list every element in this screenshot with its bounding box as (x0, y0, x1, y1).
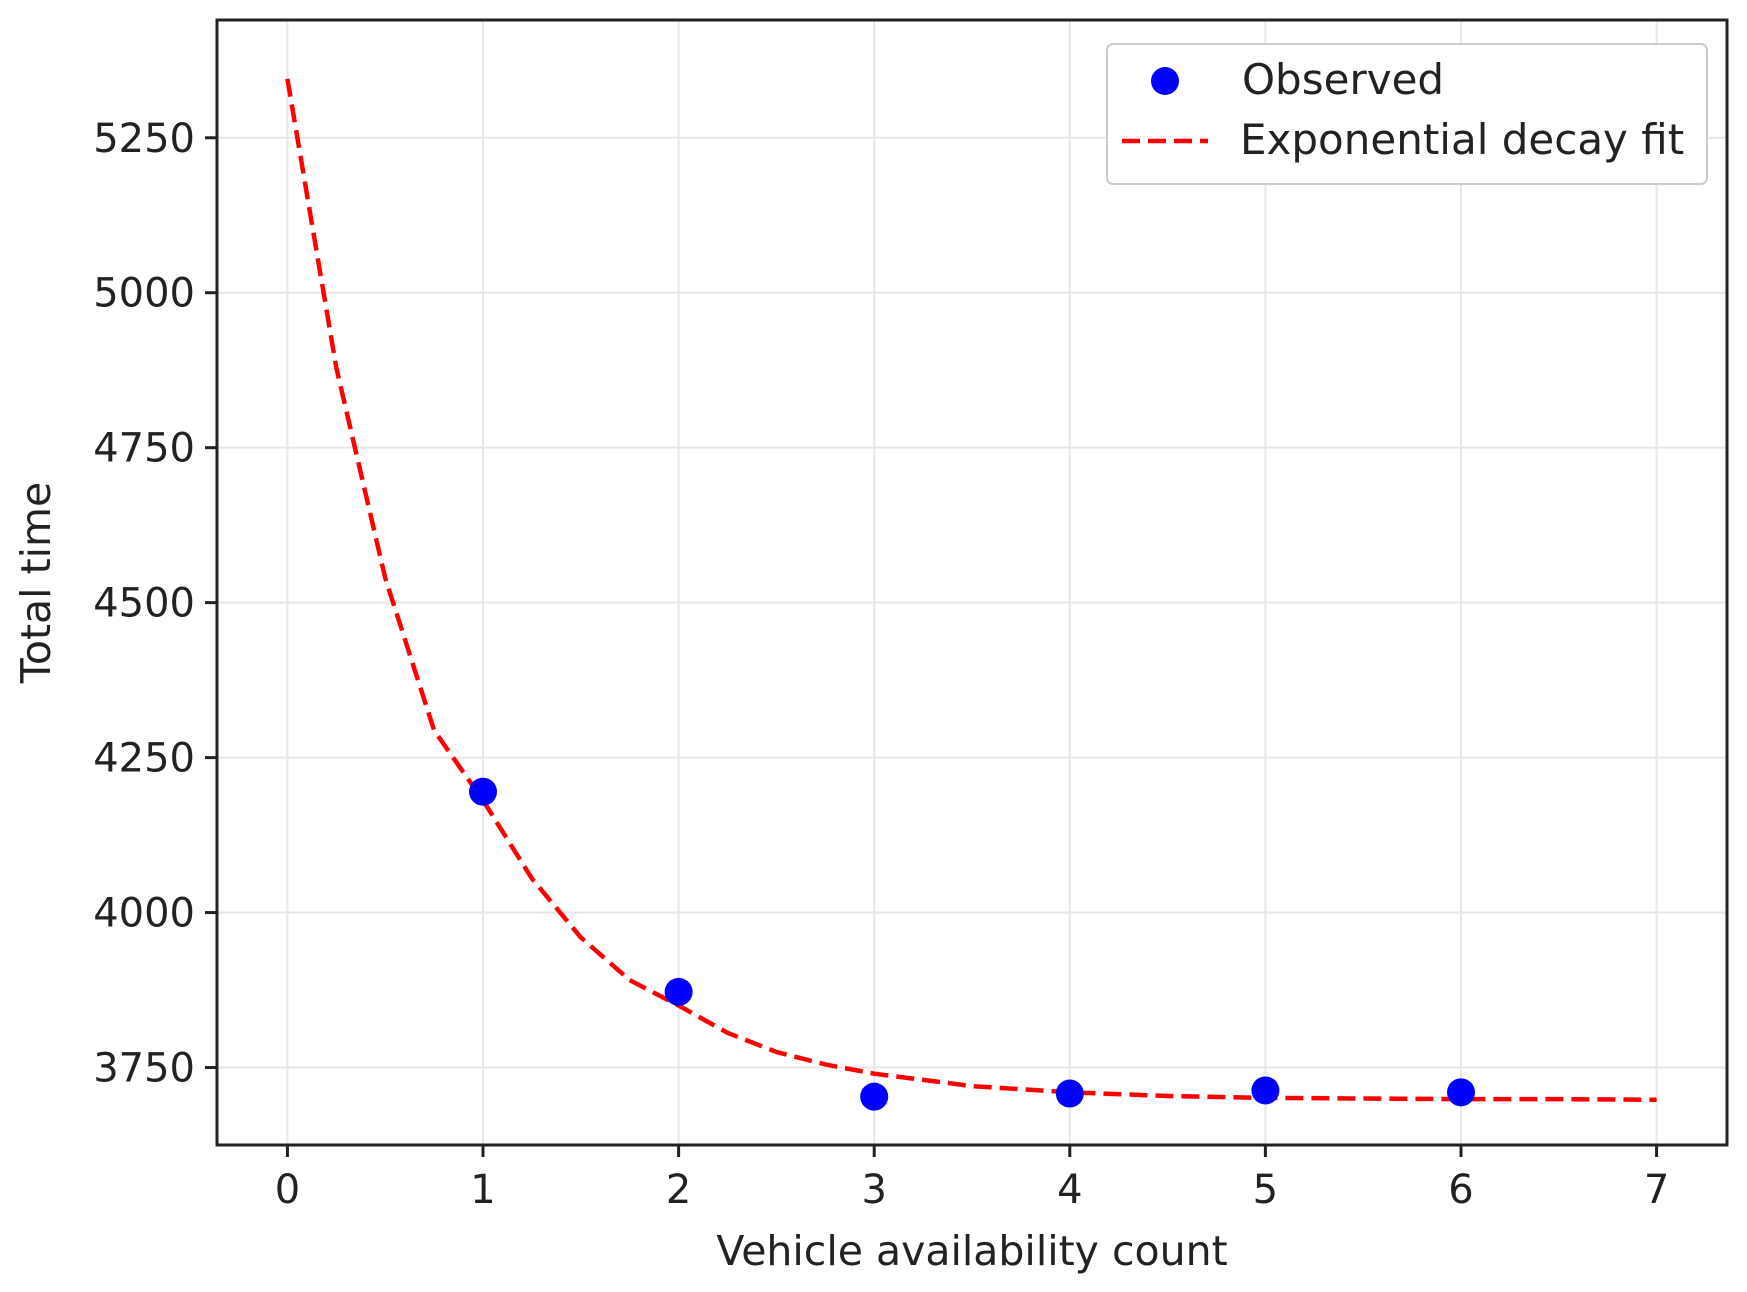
y-tick-label: 4000 (93, 891, 195, 937)
y-tick-label: 5000 (93, 271, 195, 317)
x-axis-label: Vehicle availability count (716, 1227, 1227, 1275)
fit-series (285, 78, 1657, 1103)
x-axis: 0 1 2 3 4 5 6 7 (275, 1145, 1669, 1213)
y-axis: 3750 4000 4250 4500 4750 5000 5250 (93, 116, 217, 1092)
grid (217, 20, 1727, 1145)
x-tick-label: 1 (470, 1167, 495, 1213)
x-tick-label: 7 (1644, 1167, 1669, 1213)
observed-point (664, 977, 693, 1006)
y-axis-label: Total time (12, 482, 60, 684)
observed-point (469, 777, 498, 806)
x-tick-label: 2 (666, 1167, 691, 1213)
y-tick-label: 4250 (93, 736, 195, 782)
fit-line (285, 78, 1657, 1103)
observed-series (469, 777, 1475, 1111)
legend-label-observed: Observed (1242, 55, 1444, 104)
y-tick-label: 3750 (93, 1046, 195, 1092)
x-tick-label: 4 (1057, 1167, 1082, 1213)
observed-point (1055, 1079, 1084, 1108)
x-tick-label: 0 (275, 1167, 300, 1213)
legend-box (1106, 43, 1708, 185)
x-tick-label: 6 (1448, 1167, 1473, 1213)
legend-label-fit: Exponential decay fit (1240, 115, 1684, 164)
observed-point (860, 1082, 889, 1111)
y-tick-label: 4500 (93, 581, 195, 627)
x-tick-label: 5 (1253, 1167, 1278, 1213)
y-tick-label: 4750 (93, 426, 195, 472)
y-tick-label: 5250 (93, 116, 195, 162)
plot-frame (215, 18, 1729, 1147)
x-tick-label: 3 (861, 1167, 886, 1213)
legend-marker-observed (1151, 67, 1179, 95)
legend: Observed Exponential decay fit (1106, 43, 1708, 185)
observed-point (1251, 1076, 1280, 1105)
observed-point (1446, 1078, 1475, 1107)
